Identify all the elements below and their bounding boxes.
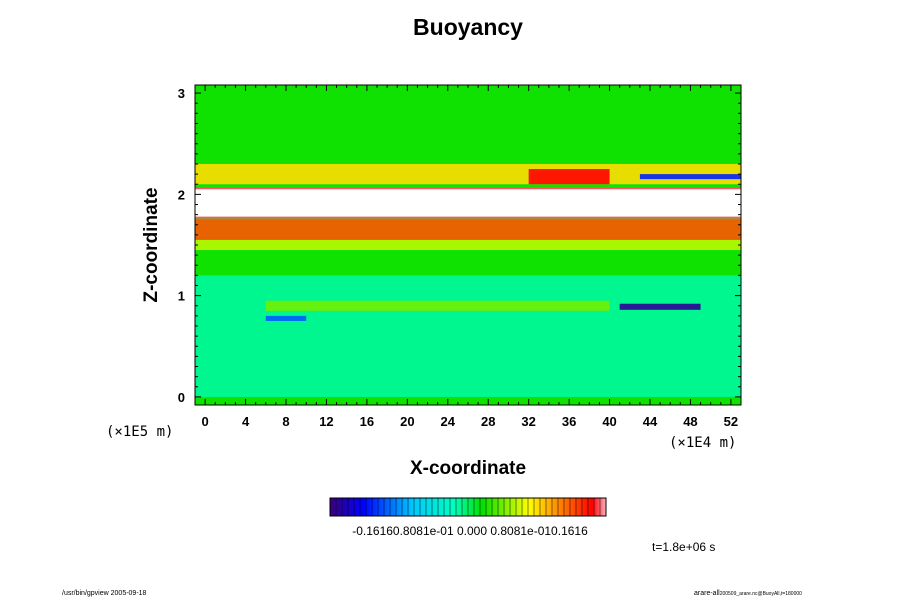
colorbar: [329, 497, 607, 517]
heatmap-band: [195, 219, 741, 240]
x-tick-label: 44: [643, 414, 658, 429]
z-unit-label: (×1E5 m): [106, 424, 174, 440]
heatmap-band: [265, 300, 610, 311]
footer-right-main: arare-all: [694, 590, 720, 597]
footer-left: /usr/bin/gpview 2005-09-18: [62, 590, 147, 597]
x-tick-label: 52: [724, 414, 738, 429]
heatmap-lower-region: [195, 275, 741, 397]
heatmap-band: [265, 315, 307, 321]
heatmap-band: [195, 239, 741, 251]
x-unit-label: (×1E4 m): [669, 435, 737, 451]
x-tick-label: 24: [441, 414, 456, 429]
z-tick-label: 1: [178, 289, 185, 304]
x-tick-label: 20: [400, 414, 414, 429]
y-axis-label: Z-coordinate: [141, 187, 162, 303]
time-label: t=1.8e+06 s: [652, 540, 716, 554]
x-tick-label: 40: [602, 414, 616, 429]
z-tick-label: 3: [178, 86, 185, 101]
footer-right-sub: 200509_arare.nc@BuoyAll,t=180000: [719, 591, 802, 597]
colorbar-labels: -0.16160.8081e-01 0.000 0.8081e-010.1616: [352, 524, 588, 538]
x-tick-label: 32: [521, 414, 535, 429]
heatmap-band: [619, 303, 701, 310]
heatmap-band: [528, 169, 610, 185]
x-tick-label: 8: [282, 414, 289, 429]
x-tick-label: 4: [242, 414, 250, 429]
z-tick-label: 0: [178, 390, 185, 405]
x-tick-label: 48: [683, 414, 697, 429]
heatmap: [195, 85, 741, 405]
chart-title: Buoyancy: [413, 14, 523, 40]
x-axis-label: X-coordinate: [409, 458, 527, 479]
heatmap-band: [639, 174, 741, 180]
x-tick-label: 16: [360, 414, 374, 429]
footer-right: arare-all200509_arare.nc@BuoyAll,t=18000…: [694, 590, 802, 597]
x-tick-label: 36: [562, 414, 576, 429]
x-tick-label: 28: [481, 414, 495, 429]
heatmap-saturated-band: [195, 188, 741, 218]
z-tick-label: 2: [178, 187, 185, 202]
x-tick-label: 0: [201, 414, 208, 429]
x-tick-label: 12: [319, 414, 333, 429]
